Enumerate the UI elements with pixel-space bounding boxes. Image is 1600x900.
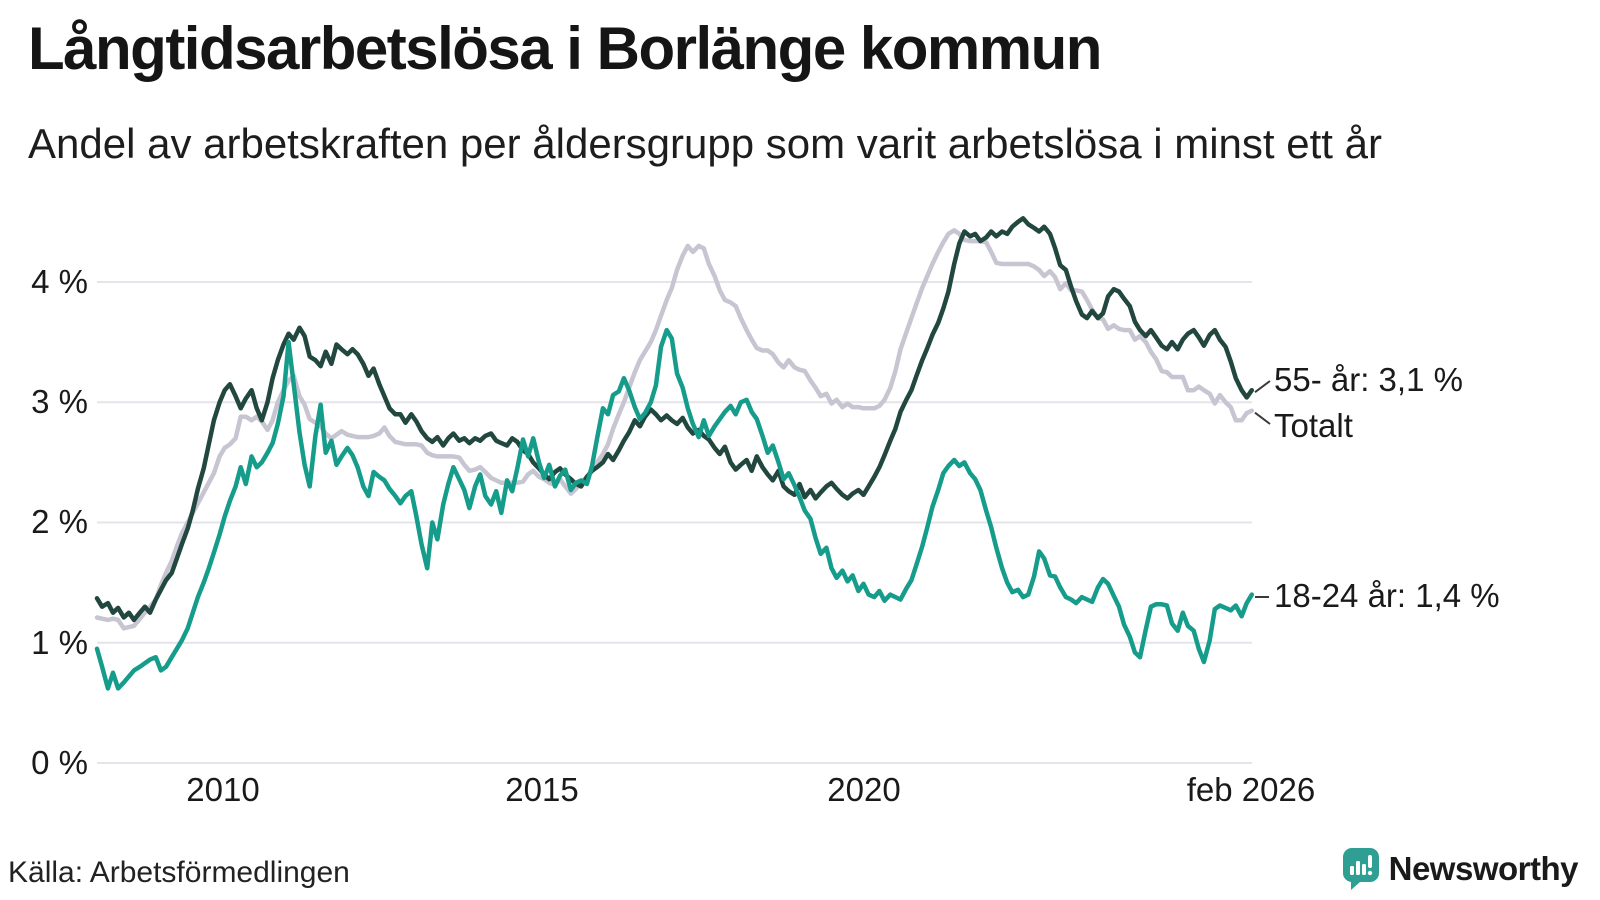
y-tick-1: 1 % xyxy=(31,624,88,661)
series-label-totalt: Totalt xyxy=(1274,407,1353,444)
page-subtitle: Andel av arbetskraften per åldersgrupp s… xyxy=(28,120,1382,167)
page-title: Långtidsarbetslösa i Borlänge kommun xyxy=(28,15,1102,82)
source-note: Källa: Arbetsförmedlingen xyxy=(8,856,350,889)
series-label-18-24-ar: 18-24 år: 1,4 % xyxy=(1274,577,1500,614)
series-line-totalt xyxy=(94,228,1255,631)
series-line-18-24-ar xyxy=(94,327,1255,691)
x-tick-2010: 2010 xyxy=(186,771,260,808)
series-label-55-ar: 55- år: 3,1 % xyxy=(1274,361,1463,398)
leader-totalt xyxy=(1254,411,1271,425)
y-tick-0: 0 % xyxy=(31,744,88,781)
x-tick-2020: 2020 xyxy=(827,771,901,808)
y-tick-3: 3 % xyxy=(31,383,88,420)
series-line-55-ar xyxy=(94,216,1255,623)
newsworthy-wordmark: Newsworthy xyxy=(1388,850,1579,887)
newsworthy-logo: Newsworthy xyxy=(1342,848,1579,890)
y-tick-2: 2 % xyxy=(31,503,88,540)
x-tick-feb-2026: feb 2026 xyxy=(1186,771,1316,808)
x-tick-2015: 2015 xyxy=(505,771,579,808)
y-tick-4: 4 % xyxy=(31,263,88,300)
newsworthy-bubble-chart-icon xyxy=(1342,848,1379,890)
leader-55-ar xyxy=(1254,380,1271,394)
